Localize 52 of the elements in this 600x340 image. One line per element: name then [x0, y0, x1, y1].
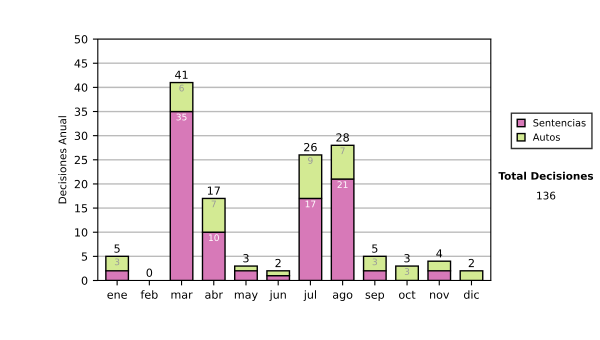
data-label: 21: [338, 181, 348, 188]
data-label: 17: [306, 200, 316, 208]
total-label: 28: [336, 133, 349, 142]
total-label: 0: [146, 268, 152, 277]
legend-label: Autos: [532, 134, 560, 141]
total-label: 5: [372, 244, 378, 253]
x-tick-label: ene: [107, 292, 127, 299]
data-label: 10: [209, 234, 219, 242]
y-tick-label: 5: [82, 252, 88, 261]
text: Total Decisiones: [498, 172, 594, 180]
total-label: 3: [243, 254, 249, 262]
x-tick-label: oct: [399, 290, 416, 299]
y-tick-label: 25: [74, 156, 88, 164]
y-tick-label: 10: [75, 228, 88, 237]
y-tick-label: 40: [74, 83, 88, 92]
x-tick-label: may: [234, 292, 258, 301]
total-label: 41: [175, 70, 188, 79]
data-label: 35: [176, 114, 187, 120]
bar: [266, 270, 290, 276]
legend-label: Sentencias: [533, 118, 586, 127]
data-label: 3: [114, 258, 120, 266]
data-label: 6: [179, 84, 184, 92]
total-label: 2: [468, 258, 474, 268]
x-tick-label: feb: [140, 290, 158, 299]
total-label: 26: [304, 142, 317, 152]
data-label: 3: [372, 258, 377, 266]
x-tick-label: dic: [464, 290, 479, 299]
x-tick-label: sep: [366, 292, 384, 301]
y-tick-label: 0: [82, 276, 88, 285]
total-label: 5: [114, 244, 120, 253]
x-tick-label: jun: [269, 290, 286, 301]
y-tick-label: 50: [74, 35, 88, 44]
data-label: 7: [340, 148, 345, 154]
y-axis-title: Decisiones Anual: [58, 116, 66, 204]
y-tick-label: 15: [75, 204, 88, 212]
total-label: 4: [436, 249, 442, 258]
x-tick-label: jul: [304, 290, 316, 301]
x-tick-label: abr: [205, 290, 223, 299]
data-label: 7: [212, 200, 216, 208]
y-tick-label: 20: [74, 180, 88, 188]
data-label: 9: [308, 157, 313, 164]
x-tick-label: mar: [171, 292, 193, 299]
total-label: 2: [275, 258, 281, 268]
x-tick-label: ago: [332, 292, 352, 301]
y-tick-label: 30: [74, 132, 88, 140]
x-tick-label: nov: [430, 292, 450, 299]
y-tick-label: 35: [74, 107, 88, 116]
total-label: 3: [404, 254, 410, 262]
data-label: 3: [404, 268, 410, 275]
total-label: 17: [208, 186, 220, 195]
y-tick-label: 45: [74, 59, 88, 68]
text: 136: [537, 192, 556, 200]
